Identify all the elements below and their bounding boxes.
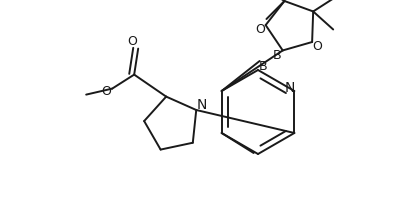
Text: N: N <box>197 98 207 112</box>
Text: O: O <box>101 85 111 98</box>
Text: O: O <box>312 39 322 52</box>
Text: N: N <box>284 81 295 95</box>
Text: O: O <box>256 23 266 36</box>
Text: B: B <box>272 49 281 62</box>
Text: O: O <box>127 35 137 48</box>
Text: B: B <box>258 60 267 73</box>
